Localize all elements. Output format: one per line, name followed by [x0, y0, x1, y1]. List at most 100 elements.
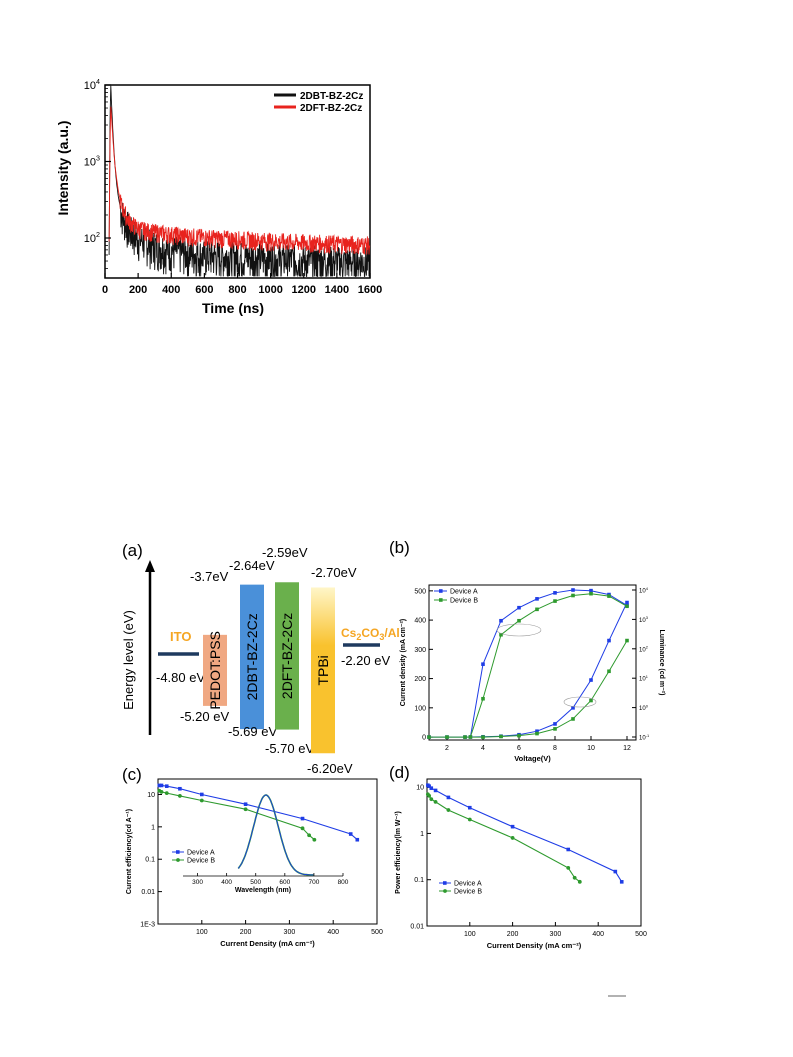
decay-ytick-label-base: 10 [84, 156, 96, 168]
pe-marker [429, 786, 434, 790]
pe-marker [433, 800, 438, 804]
inset-spectrum-1 [237, 794, 314, 876]
jvl-marker [571, 588, 575, 592]
ce-marker [164, 791, 169, 796]
ce-xtick-label: 300 [284, 929, 296, 936]
layer-bar-1 [240, 584, 264, 730]
ce-legend-marker [176, 858, 180, 862]
panel-c-label: (c) [122, 765, 142, 784]
inset-xtick-label: 800 [338, 879, 349, 886]
ce-marker [178, 794, 182, 798]
jvl-y2tick-label-exp: 4 [646, 586, 649, 591]
jvl-y2tick-label: 103 [639, 615, 648, 624]
jvl-marker [571, 717, 575, 721]
pe-xtick-label: 500 [635, 931, 647, 938]
ce-series-line-0 [159, 784, 358, 841]
jvl-marker [589, 678, 593, 682]
pe-legend-marker [443, 889, 447, 893]
jvl-legend-marker [439, 598, 443, 602]
jvl-marker [427, 735, 431, 739]
jvl-xlabel: Voltage(V) [514, 754, 551, 763]
jvl-marker [589, 591, 593, 596]
pe-marker [468, 805, 472, 810]
pe-ytick-label: 0.1 [414, 877, 424, 884]
pe-marker [510, 836, 515, 840]
ce-frame [157, 778, 378, 925]
ce-marker [300, 816, 305, 821]
decay-series-black [108, 85, 371, 278]
jvl-xtick-label: 12 [623, 745, 631, 752]
pe-marker [427, 793, 432, 798]
jvl-marker [481, 696, 485, 701]
ce-marker [243, 802, 248, 807]
jvl-xtick-label: 8 [553, 745, 557, 752]
jvl-marker [499, 618, 503, 623]
pe-ytick-label: 10 [416, 785, 424, 792]
ce-xtick-label: 500 [371, 929, 383, 936]
panel-d-label: (d) [389, 763, 410, 782]
ce-marker [199, 798, 204, 803]
pe-legend-label: Device A [454, 881, 482, 888]
jvl-xtick-label: 10 [587, 745, 595, 752]
decay-legend: 2DBT-BZ-2Cz 2DFT-BZ-2Cz [274, 91, 363, 114]
jvl-ylabel: Current density (mA cm⁻²) [400, 619, 407, 706]
pe-marker [427, 784, 431, 788]
layer-bottom-level-2: -5.70 eV [265, 741, 314, 756]
jvl-ytick-label: 400 [414, 618, 426, 625]
decay-xtick-label: 200 [129, 284, 147, 296]
jvl-marker [625, 604, 629, 609]
inset-xtick-label: 600 [279, 879, 290, 886]
ce-ytick-label: 1 [151, 824, 155, 831]
jvl-ytick-label: 300 [414, 647, 426, 654]
decay-ytick-label-base: 10 [84, 233, 96, 245]
jvl-marker [625, 600, 629, 605]
ce-xlabel: Current Density (mA cm⁻²) [220, 939, 315, 948]
layer-name-2: 2DFT-BZ-2Cz [279, 613, 295, 699]
jvl-annot-ellipse [563, 696, 597, 708]
cathode-label-part: /Al [384, 626, 399, 640]
pe-xtick-label: 100 [464, 931, 476, 938]
ce-marker [243, 807, 248, 812]
jvl-series-line-0 [429, 602, 628, 738]
layer-bottom-level-1: -5.69 eV [228, 724, 277, 739]
jvl-ytick-label: 100 [414, 705, 426, 712]
ce-xtick-label: 200 [240, 929, 252, 936]
jvl-marker [535, 607, 539, 612]
jvl-series-line-2 [469, 589, 628, 738]
pe-marker [572, 875, 577, 880]
ce-marker [159, 783, 164, 788]
layer-bar-0 [203, 634, 227, 706]
jvl-marker [625, 638, 629, 643]
ce-legend-marker [176, 850, 180, 854]
layer-name-0: PEDOT:PSS [207, 631, 223, 710]
layer-name-1: 2DBT-BZ-2Cz [244, 613, 260, 700]
ce-marker [355, 837, 360, 842]
pe-legend-marker [443, 881, 447, 885]
decay-xtick-label: 400 [162, 284, 180, 296]
layer-name-3: TPBi [315, 655, 331, 685]
ce-marker [178, 786, 182, 791]
jvl-marker [517, 733, 521, 738]
jvl-y2tick-label-exp: 2 [646, 645, 648, 650]
jvl-y2tick-label-base: 10 [639, 589, 646, 595]
layer-bottom-level-3: -6.20eV [307, 761, 353, 776]
inset-spectrum-0 [237, 794, 314, 876]
inset-xtick-label: 500 [250, 879, 261, 886]
ce-ytick-label: 1E-3 [140, 922, 155, 929]
jvl-marker [517, 618, 521, 623]
cathode-level-label: -2.20 eV [341, 653, 390, 668]
jvl-marker [607, 594, 611, 598]
pe-marker [577, 879, 582, 884]
pe-marker [429, 797, 434, 802]
pe-marker [467, 817, 472, 822]
decay-series-red [108, 106, 371, 255]
jvl-marker [535, 731, 539, 736]
cathode-label-part: 3 [379, 632, 384, 642]
jvl-marker [481, 735, 485, 739]
decay-xtick-label: 0 [102, 284, 108, 296]
layer-bar-3 [311, 587, 335, 754]
jvl-marker [553, 727, 557, 731]
jvl-series-line-3 [469, 593, 628, 738]
ce-xtick-label: 100 [196, 929, 208, 936]
